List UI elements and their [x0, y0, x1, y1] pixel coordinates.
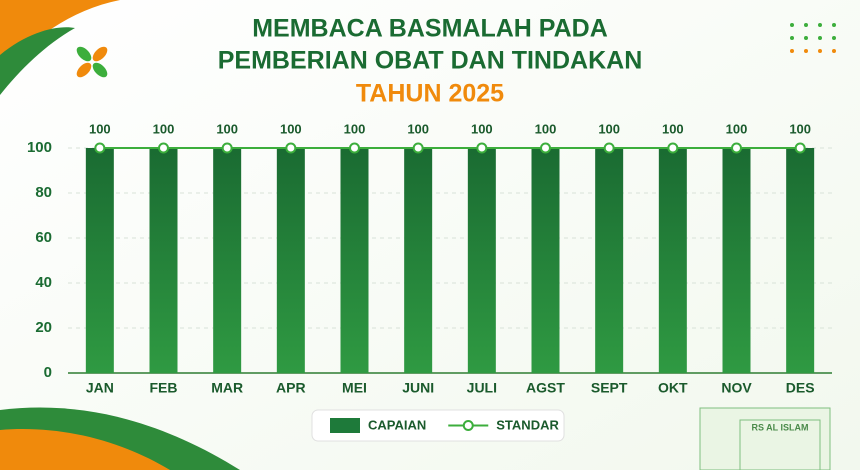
- x-tick-label: JAN: [86, 380, 114, 396]
- y-tick-label: 100: [27, 139, 52, 156]
- chart-title: PEMBERIAN OBAT DAN TINDAKAN: [218, 47, 643, 75]
- line-marker: [94, 142, 106, 154]
- x-tick-label: MEI: [342, 380, 367, 396]
- data-label: 100: [407, 121, 429, 136]
- y-tick-label: 40: [35, 274, 52, 291]
- legend-label: STANDAR: [496, 417, 559, 432]
- x-tick-label: DES: [786, 380, 815, 396]
- x-tick-label: JUNI: [402, 380, 434, 396]
- x-tick-label: APR: [276, 380, 306, 396]
- bar: [722, 148, 751, 373]
- data-label: 100: [789, 121, 811, 136]
- line-marker: [285, 142, 297, 154]
- legend-swatch: [462, 420, 474, 431]
- line-marker: [349, 142, 360, 154]
- bar: [531, 148, 560, 373]
- data-label: 100: [535, 121, 557, 136]
- bar: [404, 148, 433, 373]
- bar: [149, 148, 178, 373]
- bar: [786, 148, 815, 373]
- bar: [595, 148, 624, 373]
- line-marker: [731, 142, 742, 154]
- data-label: 100: [89, 121, 111, 136]
- bar: [276, 148, 305, 373]
- x-tick-label: JULI: [467, 380, 497, 396]
- legend-label: CAPAIAN: [368, 417, 426, 432]
- bar: [213, 148, 242, 373]
- corner-swoosh: [0, 0, 120, 75]
- line-marker: [158, 142, 169, 154]
- data-label: 100: [153, 121, 175, 136]
- y-tick-label: 60: [35, 229, 52, 246]
- line-marker: [476, 142, 488, 154]
- bar: [467, 148, 496, 373]
- bar: [85, 148, 114, 373]
- legend: [311, 409, 565, 442]
- x-tick-label: FEB: [150, 380, 178, 396]
- building: [699, 407, 831, 470]
- y-tick-label: 20: [35, 319, 52, 336]
- data-label: 100: [662, 121, 684, 136]
- legend-swatch: [330, 418, 360, 433]
- x-tick-label: AGST: [526, 380, 565, 396]
- building-label: RS AL ISLAM: [751, 422, 808, 432]
- line-marker: [540, 142, 551, 154]
- bar: [340, 148, 369, 373]
- line-marker: [221, 142, 233, 154]
- x-tick-label: MAR: [211, 380, 243, 396]
- bar: [658, 148, 687, 373]
- dot-pattern: [790, 23, 836, 53]
- data-label: 100: [216, 121, 238, 136]
- line-marker: [794, 142, 806, 154]
- data-label: 100: [726, 121, 748, 136]
- data-label: 100: [344, 121, 366, 136]
- data-label: 100: [471, 121, 493, 136]
- chart-title: MEMBACA BASMALAH PADA: [252, 15, 608, 43]
- data-label: 100: [598, 121, 620, 136]
- line-marker: [603, 142, 615, 154]
- x-tick-label: SEPT: [591, 380, 628, 396]
- x-tick-label: NOV: [721, 380, 752, 396]
- line-marker: [667, 142, 679, 154]
- y-tick-label: 80: [35, 184, 52, 201]
- logo: [76, 46, 108, 78]
- data-label: 100: [280, 121, 302, 136]
- corner-swoosh: [0, 27, 75, 95]
- x-tick-label: OKT: [658, 380, 688, 396]
- bottom-wave: [0, 429, 170, 470]
- line-marker: [412, 142, 424, 154]
- chart-subtitle: TAHUN 2025: [356, 80, 504, 108]
- y-tick-label: 0: [44, 364, 52, 381]
